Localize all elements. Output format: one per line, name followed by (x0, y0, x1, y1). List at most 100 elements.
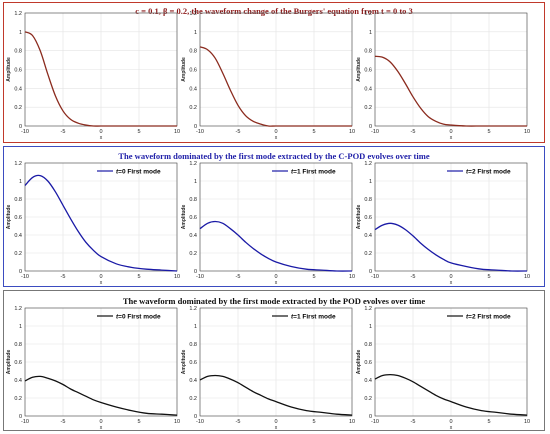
y-tick-label: 1 (194, 324, 197, 330)
y-axis-label: Amplitude (356, 57, 362, 82)
y-tick-label: 0.6 (364, 68, 372, 74)
x-tick-label: 0 (449, 274, 452, 280)
legend-variable: t (116, 169, 119, 176)
y-tick-label: 1.2 (189, 161, 197, 167)
y-tick-label: 1 (369, 324, 372, 330)
legend-label: t=1 First mode (291, 169, 336, 176)
legend-text: =2 First mode (468, 314, 511, 321)
subplot: 0 0.2 0.4 0.6 0.8 1 1.2 -10 -5 0 5 10 x Amplitude t=1 … (181, 306, 355, 431)
x-tick-label: -10 (196, 129, 204, 135)
y-tick-label: 1.2 (14, 161, 22, 167)
x-tick-label: 10 (349, 274, 355, 280)
x-tick-label: -10 (21, 274, 29, 280)
y-tick-label: 1.2 (364, 306, 372, 312)
series-line (24, 31, 177, 127)
subplot: 0 0.2 0.4 0.6 0.8 1 1.2 -10 -5 0 5 10 x Amplitude (181, 11, 355, 141)
x-tick-label: 0 (274, 419, 277, 425)
y-axis-label: Amplitude (181, 350, 187, 375)
x-tick-label: 10 (174, 419, 180, 425)
x-axis-label: x (100, 135, 103, 141)
y-tick-label: 0.2 (14, 396, 22, 402)
legend-variable: t (466, 314, 469, 321)
series-line (199, 374, 353, 416)
x-tick-label: -10 (21, 419, 29, 425)
x-tick-label: -10 (196, 419, 204, 425)
x-tick-label: 10 (349, 419, 355, 425)
legend-text: =0 First mode (118, 169, 161, 176)
y-tick-label: 0 (369, 124, 372, 130)
axes-box (199, 162, 353, 272)
panel-pod: The waveform dominated by the first mode… (3, 290, 545, 431)
subplot: 0 0.2 0.4 0.6 0.8 1 1.2 -10 -5 0 5 10 x Amplitude t=2 … (356, 161, 530, 286)
x-axis-label: x (100, 280, 103, 286)
subplot: 0 0.2 0.4 0.6 0.8 1 1.2 -10 -5 0 5 10 x Amplitude (356, 11, 530, 141)
y-tick-label: 0.8 (364, 197, 372, 203)
x-tick-label: 5 (487, 419, 490, 425)
y-tick-label: 0.4 (189, 86, 197, 92)
y-tick-label: 0 (19, 414, 22, 420)
legend-text: =2 First mode (468, 169, 511, 176)
y-axis-label: Amplitude (356, 350, 362, 375)
y-tick-label: 0 (194, 414, 197, 420)
y-tick-label: 0.2 (189, 105, 197, 111)
x-tick-label: 5 (312, 419, 315, 425)
y-tick-label: 0.4 (14, 378, 22, 384)
subplot: 0 0.2 0.4 0.6 0.8 1 1.2 -10 -5 0 5 10 x Amplitude t=1 … (181, 161, 355, 286)
y-tick-label: 0.2 (189, 251, 197, 257)
x-tick-label: 0 (449, 419, 452, 425)
x-tick-label: 10 (349, 129, 355, 135)
x-tick-label: -5 (411, 419, 416, 425)
series-line (199, 220, 353, 272)
x-tick-label: -5 (61, 419, 66, 425)
x-tick-label: -5 (236, 419, 241, 425)
x-axis-label: x (275, 135, 278, 141)
y-tick-label: 0.6 (14, 360, 22, 366)
y-tick-label: 0.4 (14, 86, 22, 92)
y-tick-label: 0 (194, 269, 197, 275)
y-tick-label: 1.2 (364, 11, 372, 17)
y-tick-label: 0.4 (364, 86, 372, 92)
x-tick-label: 5 (137, 419, 140, 425)
legend-label: t=0 First mode (116, 169, 161, 176)
legend-variable: t (291, 314, 294, 321)
y-tick-label: 0.6 (14, 68, 22, 74)
y-tick-label: 0.4 (189, 378, 197, 384)
x-axis-label: x (450, 135, 453, 141)
x-tick-label: 0 (99, 129, 102, 135)
x-tick-label: 5 (487, 274, 490, 280)
y-axis-label: Amplitude (356, 205, 362, 230)
y-tick-label: 0.2 (364, 396, 372, 402)
x-tick-label: 0 (274, 274, 277, 280)
axes-box (199, 307, 353, 417)
x-axis-label: x (275, 280, 278, 286)
y-tick-label: 0 (19, 269, 22, 275)
y-tick-label: 0 (19, 124, 22, 130)
x-tick-label: -10 (371, 419, 379, 425)
axes-box (24, 162, 178, 272)
y-tick-label: 1 (19, 324, 22, 330)
y-tick-label: 0.8 (189, 49, 197, 55)
y-tick-label: 0.8 (364, 342, 372, 348)
legend-label: t=1 First mode (291, 314, 336, 321)
x-tick-label: -5 (236, 129, 241, 135)
legend-text: =0 First mode (118, 314, 161, 321)
x-axis-label: x (100, 425, 103, 431)
y-tick-label: 1.2 (189, 306, 197, 312)
y-tick-label: 1 (369, 30, 372, 36)
y-tick-label: 0.6 (189, 68, 197, 74)
y-tick-label: 1.2 (364, 161, 372, 167)
x-tick-label: -10 (21, 129, 29, 135)
x-tick-label: -10 (371, 129, 379, 135)
y-tick-label: 0.2 (364, 105, 372, 111)
x-tick-label: -5 (411, 129, 416, 135)
y-tick-label: 0.4 (14, 233, 22, 239)
x-tick-label: 0 (99, 419, 102, 425)
panel-title: The waveform dominated by the first mode… (118, 151, 430, 161)
x-tick-label: 10 (524, 274, 530, 280)
x-tick-label: 5 (137, 129, 140, 135)
y-tick-label: 0.6 (189, 360, 197, 366)
y-axis-label: Amplitude (181, 57, 187, 82)
x-tick-label: -5 (61, 274, 66, 280)
legend-variable: t (116, 314, 119, 321)
series-line (24, 174, 178, 272)
